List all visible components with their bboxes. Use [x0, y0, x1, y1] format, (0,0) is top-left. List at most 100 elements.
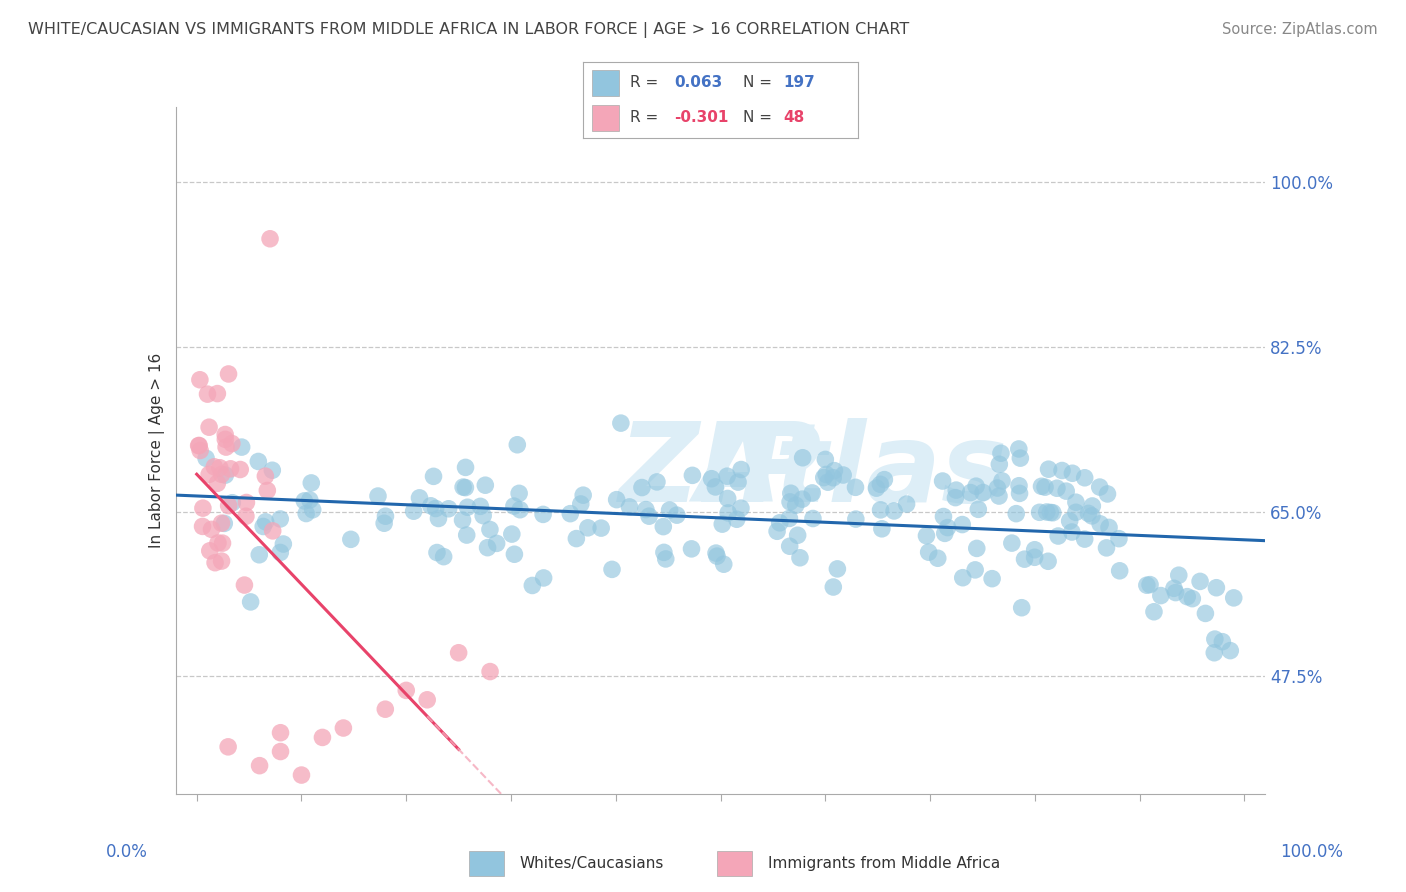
Point — [572, 488, 595, 502]
Point — [509, 502, 531, 516]
Point — [533, 571, 555, 585]
Text: WHITE/CAUCASIAN VS IMMIGRANTS FROM MIDDLE AFRICA IN LABOR FORCE | AGE > 16 CORRE: WHITE/CAUCASIAN VS IMMIGRANTS FROM MIDDL… — [28, 22, 910, 38]
Point — [474, 478, 496, 492]
Point — [373, 516, 395, 531]
Point — [1095, 541, 1118, 555]
Point — [456, 500, 478, 515]
Point — [299, 475, 322, 490]
Point — [560, 507, 582, 521]
Point — [1033, 480, 1056, 494]
Point — [991, 474, 1014, 488]
Bar — [592, 70, 619, 95]
Point — [252, 519, 274, 533]
Point — [1098, 520, 1121, 534]
Point — [832, 468, 855, 483]
Point — [945, 483, 967, 497]
Point — [936, 520, 959, 534]
Point — [235, 495, 257, 509]
Text: Source: ZipAtlas.com: Source: ZipAtlas.com — [1222, 22, 1378, 37]
Point — [215, 440, 238, 454]
Point — [1088, 516, 1111, 531]
Point — [1064, 495, 1087, 509]
Point — [730, 501, 752, 516]
Point — [214, 433, 236, 447]
Text: N =: N = — [742, 76, 772, 90]
Point — [965, 479, 987, 493]
Point — [814, 452, 837, 467]
Point — [716, 469, 738, 483]
Point — [918, 545, 941, 559]
Point — [789, 550, 811, 565]
Point — [1143, 605, 1166, 619]
Point — [1054, 484, 1077, 499]
Point — [427, 511, 450, 525]
Point — [188, 438, 211, 452]
Point — [231, 440, 253, 454]
Point — [270, 745, 292, 759]
Point — [966, 541, 988, 556]
Point — [792, 492, 814, 507]
Point — [451, 480, 474, 494]
Point — [1150, 589, 1173, 603]
Point — [986, 481, 1008, 495]
Text: Immigrants from Middle Africa: Immigrants from Middle Africa — [768, 856, 1000, 871]
Point — [713, 558, 735, 572]
Point — [408, 491, 430, 505]
Point — [247, 454, 270, 468]
Point — [1219, 643, 1241, 657]
Point — [823, 471, 845, 485]
Y-axis label: In Labor Force | Age > 16: In Labor Force | Age > 16 — [149, 353, 165, 548]
Point — [988, 458, 1011, 472]
Point — [652, 545, 675, 559]
Point — [945, 491, 967, 505]
Point — [610, 416, 633, 430]
Point — [1064, 505, 1087, 519]
Point — [932, 509, 955, 524]
Point — [600, 562, 623, 576]
Point — [311, 731, 333, 745]
Point — [198, 543, 221, 558]
Point — [416, 693, 439, 707]
Text: N =: N = — [742, 111, 772, 125]
Point — [437, 501, 460, 516]
Point — [332, 721, 354, 735]
Point — [873, 473, 896, 487]
Point — [522, 578, 544, 592]
Point — [374, 702, 396, 716]
Point — [219, 462, 242, 476]
Point — [1222, 591, 1244, 605]
Point — [1175, 590, 1198, 604]
Point — [295, 507, 318, 521]
Point — [1039, 505, 1062, 519]
Point — [531, 508, 554, 522]
Text: 0.0%: 0.0% — [105, 843, 148, 861]
Point — [934, 526, 956, 541]
Point — [638, 509, 661, 524]
Point — [565, 532, 588, 546]
Point — [477, 541, 499, 555]
Point — [1062, 467, 1084, 481]
Point — [1194, 607, 1216, 621]
Point — [1081, 499, 1104, 513]
Point — [779, 486, 801, 500]
Point — [249, 758, 271, 772]
Point — [717, 491, 740, 506]
Point — [1014, 552, 1036, 566]
Point — [844, 480, 866, 494]
Point — [1042, 506, 1064, 520]
Point — [792, 450, 814, 465]
Point — [931, 474, 953, 488]
Point — [779, 539, 801, 553]
Point — [425, 501, 447, 516]
Point — [1024, 542, 1046, 557]
Point — [981, 572, 1004, 586]
Point — [1167, 568, 1189, 582]
Point — [1036, 554, 1059, 568]
Point — [214, 427, 236, 442]
Point — [1010, 451, 1032, 466]
Point — [187, 439, 209, 453]
Point — [952, 571, 974, 585]
Point — [865, 481, 887, 495]
Point — [665, 508, 688, 523]
Point — [1038, 462, 1060, 476]
